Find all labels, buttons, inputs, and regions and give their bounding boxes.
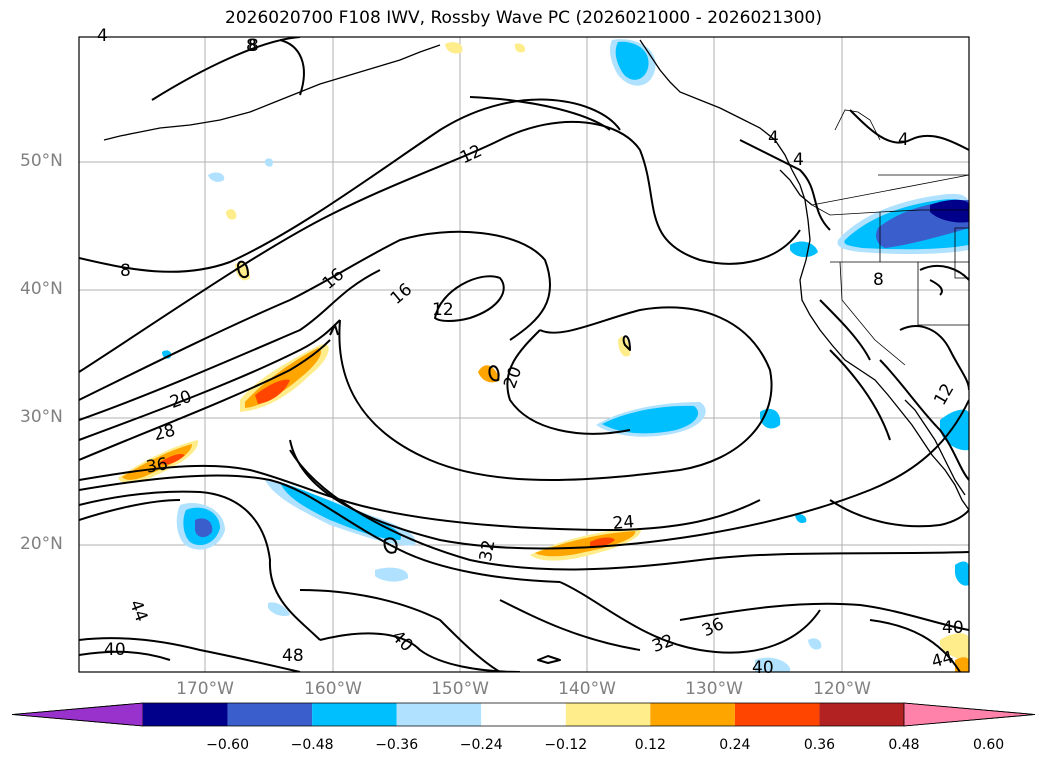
lon-label-140w: 140°W bbox=[558, 679, 616, 699]
anomaly-shading bbox=[118, 39, 969, 672]
colorbar-tick-label: −0.24 bbox=[459, 737, 503, 753]
lat-label-40n: 40°N bbox=[20, 279, 63, 299]
colorbar-tick-label: 0.48 bbox=[888, 737, 920, 753]
colorbar-extend-high bbox=[903, 702, 1036, 727]
contour-label: 24 bbox=[611, 512, 636, 534]
contour-label: 32 bbox=[476, 538, 500, 564]
colorbar-extend-low bbox=[11, 702, 144, 727]
lon-label-130w: 130°W bbox=[685, 679, 743, 699]
contour-label: 4 bbox=[898, 130, 909, 150]
colorbar-tick-label: −0.60 bbox=[206, 737, 249, 753]
colorbar-swatch bbox=[143, 703, 228, 726]
colorbar-tick-label: 0.60 bbox=[972, 737, 1005, 753]
contour-label: 8 bbox=[873, 270, 884, 290]
map-title: 2026020700 F108 IWV, Rossby Wave PC (202… bbox=[225, 8, 822, 28]
lon-label-160w: 160°W bbox=[304, 679, 362, 699]
iwv-contours bbox=[79, 37, 969, 672]
contour-label: 8 bbox=[248, 36, 259, 56]
colorbar bbox=[11, 702, 1036, 727]
graticule bbox=[79, 37, 969, 672]
map-frame bbox=[78, 36, 970, 673]
contour-label: 36 bbox=[144, 454, 170, 478]
colorbar-tick-label: 0.24 bbox=[719, 737, 751, 753]
colorbar-swatch bbox=[227, 703, 313, 726]
colorbar-tick-label: 0.12 bbox=[634, 737, 666, 753]
contour-label: 48 bbox=[282, 646, 304, 666]
colorbar-tick-label: 0.36 bbox=[803, 737, 836, 753]
colorbar-swatch bbox=[396, 703, 482, 726]
lon-label-170w: 170°W bbox=[176, 679, 234, 699]
contour-label: 8 bbox=[246, 36, 257, 56]
contour-label: 40 bbox=[104, 640, 126, 660]
colorbar-swatch bbox=[734, 703, 820, 726]
contour-label: 4 bbox=[768, 128, 779, 148]
colorbar-outline bbox=[11, 702, 1036, 727]
colorbar-tick-label: −0.12 bbox=[544, 737, 588, 753]
contour-label: 40 bbox=[752, 658, 774, 678]
colorbar-tick-label: −0.36 bbox=[375, 737, 419, 753]
colorbar-swatch bbox=[650, 703, 735, 726]
map-panel bbox=[79, 37, 969, 672]
contour-label: 40 bbox=[942, 618, 964, 638]
colorbar-swatch bbox=[312, 703, 397, 726]
colorbar-swatch bbox=[565, 703, 651, 726]
contour-label: 4 bbox=[793, 150, 804, 170]
lon-label-150w: 150°W bbox=[431, 679, 489, 699]
coastlines bbox=[103, 39, 969, 511]
colorbar-tick-label: −0.48 bbox=[290, 737, 334, 753]
contour-label: 8 bbox=[120, 261, 131, 281]
lat-label-30n: 30°N bbox=[20, 407, 63, 427]
lat-label-20n: 20°N bbox=[20, 534, 63, 554]
contour-label: 4 bbox=[97, 26, 108, 46]
lon-label-120w: 120°W bbox=[813, 679, 871, 699]
colorbar-swatch bbox=[819, 703, 904, 726]
lat-label-50n: 50°N bbox=[20, 151, 63, 171]
colorbar-swatch bbox=[481, 703, 566, 726]
contour-label: 12 bbox=[432, 300, 454, 320]
borders bbox=[811, 109, 969, 366]
